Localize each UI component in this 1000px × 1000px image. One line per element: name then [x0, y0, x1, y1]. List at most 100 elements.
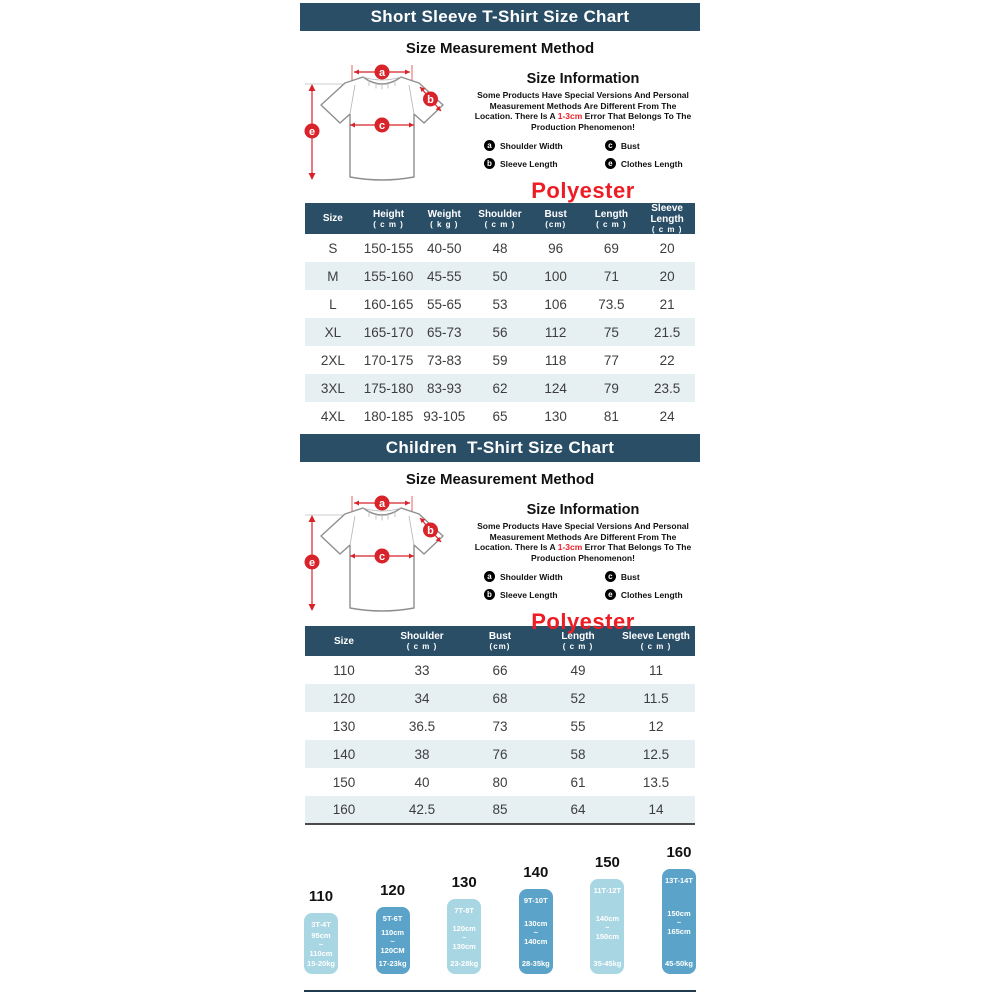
table-cell: 21.5: [653, 324, 681, 340]
table-row: 3XL 175-180 83-93 62 124 79 23.5: [305, 374, 695, 402]
column-header: Bust (cm): [461, 626, 539, 656]
column-header: Sleeve Length( c m ): [617, 626, 695, 656]
bar-size-label: 160: [666, 844, 692, 861]
size-bar: 11T-12T 140cm ~150cm 35-45kg: [590, 879, 625, 974]
table-cell: 59: [492, 352, 508, 368]
svg-text:e: e: [309, 126, 315, 138]
table-cell: 58: [570, 746, 586, 762]
table-cell: 79: [603, 380, 619, 396]
table-cell: 69: [603, 240, 619, 256]
table-row: 160 42.5 85 64 14: [305, 796, 695, 824]
table-cell: 62: [492, 380, 508, 396]
svg-text:e: e: [309, 557, 315, 569]
column-header: Height( c m ): [360, 203, 417, 234]
children-measure-legend: a Shoulder Width c Bust b Sleeve Length …: [484, 571, 696, 600]
legend-label: Bust: [620, 140, 640, 151]
size-bar-item: 110 3T-4T 95cm ~110cm 15-20kg: [304, 888, 338, 974]
size-bar-item: 150 11T-12T 140cm ~150cm 35-45kg: [590, 854, 625, 974]
legend-item: e Clothes Length: [604, 158, 696, 169]
size-bar-item: 130 7T-8T 120cm ~130cm 23-28kg: [447, 874, 482, 974]
table-cell: 48: [492, 240, 508, 256]
adult-info-text: Some Products Have Special Versions And …: [474, 90, 692, 132]
table-cell: 3XL: [320, 380, 345, 396]
bar-height-range: 150cm ~165cm: [667, 908, 691, 936]
children-tshirt-diagram: a e c b: [302, 490, 470, 622]
bar-weight-range: 15-20kg: [307, 959, 335, 968]
marker-e-icon: [304, 554, 320, 570]
letter-b-badge-icon: b: [484, 158, 495, 169]
bar-size-label: 110: [308, 888, 334, 905]
table-row: S 150-155 40-50 48 96 69 20: [305, 234, 695, 262]
bar-age-range: 5T-6T: [382, 914, 403, 923]
table-cell: 175-180: [363, 380, 414, 396]
table-header-row: Size Height( c m ) Weight( k g ) Shoulder( …: [305, 203, 695, 234]
letter-e-badge-icon: e: [604, 158, 616, 169]
table-row: 110 33 66 49 11: [305, 656, 695, 684]
legend-item: a Shoulder Width: [484, 140, 605, 151]
table-cell: 20: [659, 240, 675, 256]
tshirt-measurement-icon: a e c b: [304, 495, 444, 612]
table-cell: 12: [648, 718, 664, 734]
table-cell: 106: [544, 296, 567, 312]
size-bar-item: 120 5T-6T 110cm ~120CM 17-23kg: [375, 882, 410, 974]
bar-age-range: 9T-10T: [523, 896, 548, 905]
table-cell: 21: [659, 296, 675, 312]
adult-section-banner: Short Sleeve T-Shirt Size Chart: [300, 3, 700, 31]
adult-material-label: Polyester: [531, 178, 635, 203]
table-cell: 160-165: [363, 296, 414, 312]
bar-height-range: 140cm ~150cm: [595, 913, 620, 941]
legend-label: Sleeve Length: [500, 589, 558, 600]
size-chart-page: Short Sleeve T-Shirt Size Chart Size Mea…: [290, 3, 710, 992]
table-cell: S: [328, 240, 338, 256]
table-header-row: Size Shoulder( c m ) Bust (cm) Length( c m )…: [305, 626, 695, 656]
table-cell: XL: [324, 324, 342, 340]
table-cell: 80: [492, 774, 508, 790]
table-cell: 14: [648, 802, 664, 817]
table-cell: 65-73: [426, 324, 462, 340]
children-method-title: Size Measurement Method: [405, 471, 595, 488]
letter-e-badge-icon: e: [604, 589, 616, 600]
bar-size-label: 120: [380, 882, 406, 899]
table-cell: 75: [603, 324, 619, 340]
table-cell: 160: [332, 802, 356, 817]
table-cell: 40-50: [426, 240, 462, 256]
size-bar: 7T-8T 120cm ~130cm 23-28kg: [447, 899, 482, 974]
size-bar-item: 160 13T-14T 150cm ~165cm 45-50kg: [661, 844, 696, 974]
info-text-part: Error That Belongs To The Production Phe…: [531, 111, 692, 132]
adult-tshirt-diagram: a e c b: [302, 59, 470, 199]
bar-size-label: 130: [451, 874, 477, 891]
marker-c-icon: [374, 117, 390, 133]
table-cell: 24: [659, 408, 675, 424]
table-cell: 50: [492, 268, 508, 284]
table-row: M 155-160 45-55 50 100 71 20: [305, 262, 695, 290]
bar-height-range: 120cm ~130cm: [452, 923, 476, 951]
table-cell: 66: [492, 662, 508, 678]
legend-label: Clothes Length: [620, 589, 683, 600]
size-bar: 3T-4T 95cm ~110cm 15-20kg: [304, 913, 338, 974]
table-cell: 11.5: [643, 690, 669, 706]
table-cell: 52: [570, 690, 586, 706]
table-cell: 180-185: [363, 408, 414, 424]
adult-measure-legend: a Shoulder Width c Bust b Sleeve Length …: [484, 140, 696, 169]
legend-label: Bust: [620, 571, 640, 582]
legend-item: c Bust: [604, 140, 696, 151]
column-header: Bust (cm): [527, 203, 584, 234]
children-size-table: Size Shoulder( c m ) Bust (cm) Length( c m )…: [305, 626, 695, 825]
size-bar: 5T-6T 110cm ~120CM 17-23kg: [375, 907, 410, 974]
bar-size-label: 150: [594, 854, 620, 871]
svg-text:b: b: [427, 94, 434, 106]
table-row: 2XL 170-175 73-83 59 118 77 22: [305, 346, 695, 374]
table-cell: 33: [414, 662, 430, 678]
svg-text:a: a: [379, 67, 386, 79]
table-cell: 55-65: [426, 296, 462, 312]
table-cell: 22: [659, 352, 675, 368]
marker-a-icon: [374, 64, 390, 80]
legend-item: a Shoulder Width: [484, 571, 605, 582]
table-cell: 170-175: [363, 352, 414, 368]
table-cell: 73.5: [598, 296, 625, 312]
table-row: 130 36.5 73 55 12: [305, 712, 695, 740]
table-cell: 112: [544, 324, 567, 340]
adult-info-title: Size Information: [526, 71, 640, 87]
table-cell: 4XL: [320, 408, 345, 424]
table-row: L 160-165 55-65 53 106 73.5 21: [305, 290, 695, 318]
